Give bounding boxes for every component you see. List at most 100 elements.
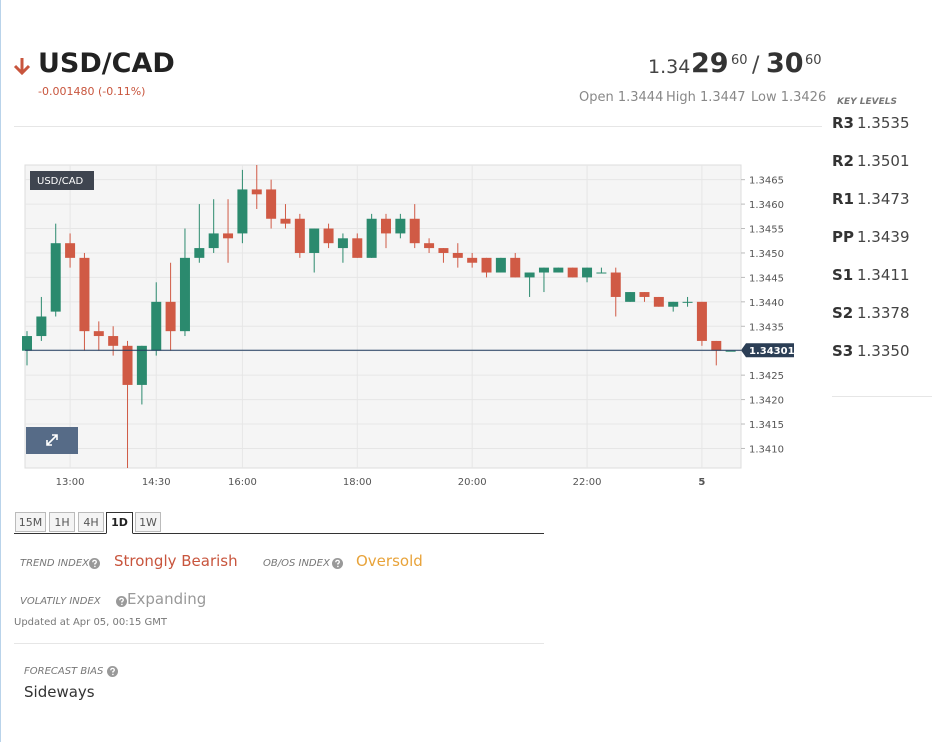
- candle-body: [495, 257, 506, 273]
- key-level-value: 1.3501: [857, 152, 910, 170]
- candle-body: [93, 331, 104, 337]
- divider: [14, 126, 822, 127]
- volatility-label: VOLATILY INDEX: [20, 596, 101, 607]
- y-tick-label: 1.3455: [749, 225, 784, 236]
- key-level-label: R1: [832, 190, 854, 208]
- y-tick-label: 1.3450: [749, 249, 784, 260]
- candle-body: [452, 252, 463, 258]
- timeframe-tab[interactable]: 1D: [106, 512, 133, 534]
- candle-body: [438, 248, 449, 253]
- candle-body: [309, 228, 320, 253]
- candle-body: [668, 301, 679, 307]
- candle-body: [653, 296, 664, 307]
- key-level-label: S1: [832, 266, 854, 284]
- key-level-label: R2: [832, 152, 854, 170]
- candle-body: [510, 257, 521, 278]
- expand-button[interactable]: [26, 427, 78, 454]
- key-level-value: 1.3411: [857, 266, 910, 284]
- candle-body: [409, 218, 420, 244]
- trend-value: Strongly Bearish: [114, 552, 238, 570]
- key-level-label: S3: [832, 342, 854, 360]
- candle-body: [596, 272, 607, 274]
- candle-body: [280, 218, 291, 224]
- plot-area: [24, 164, 742, 469]
- updated: Updated at Apr 05, 00:15 GMT: [14, 617, 168, 628]
- bid-pips: 29: [691, 48, 729, 79]
- separator: /: [752, 53, 760, 78]
- key-level-value: 1.3378: [857, 304, 910, 322]
- candle-body: [251, 189, 262, 195]
- y-tick-label: 1.3415: [749, 420, 784, 431]
- down-arrow-icon: [13, 58, 31, 76]
- expand-icon: [46, 434, 58, 446]
- key-level-label: R3: [832, 114, 854, 132]
- candle-body: [122, 345, 133, 385]
- candle-body: [208, 233, 219, 249]
- obos-label: OB/OS INDEX: [263, 558, 330, 569]
- candle-body: [50, 243, 61, 312]
- last-price-label: 1.34301: [749, 346, 795, 357]
- key-level-label: PP: [832, 228, 854, 246]
- help-icon[interactable]: [107, 666, 118, 677]
- y-tick-label: 1.3425: [749, 371, 784, 382]
- forecast-value: Sideways: [24, 683, 95, 701]
- x-tick-label: 16:00: [228, 477, 257, 488]
- candle-body: [725, 350, 736, 352]
- change: -0.001480 (-0.11%): [38, 85, 146, 98]
- candle-body: [381, 218, 391, 234]
- left-border: [0, 0, 1, 742]
- candle-body: [366, 218, 377, 258]
- y-tick-label: 1.3465: [749, 176, 784, 187]
- candle-body: [223, 233, 234, 239]
- open: Open 1.3444: [579, 90, 664, 105]
- x-tick-label: 18:00: [343, 477, 372, 488]
- help-icon[interactable]: [332, 558, 343, 569]
- candle-body: [237, 189, 248, 234]
- candle-body: [266, 189, 277, 219]
- candle-body: [108, 336, 119, 346]
- candle-body: [467, 257, 478, 263]
- timeframe-tab[interactable]: 1W: [135, 512, 161, 532]
- candle-body: [625, 292, 636, 302]
- candle-body: [79, 257, 90, 332]
- y-tick-label: 1.3440: [749, 298, 784, 309]
- candle-body: [22, 336, 32, 351]
- help-icon[interactable]: [116, 596, 127, 607]
- timeframe-tab[interactable]: 4H: [78, 512, 104, 532]
- candle-body: [165, 301, 176, 332]
- high: High 1.3447: [666, 90, 746, 105]
- chart: 1.34101.34151.34201.34251.34301.34351.34…: [22, 164, 795, 488]
- x-tick-label: 13:00: [56, 477, 85, 488]
- candle-body: [194, 248, 205, 258]
- key-levels-title: KEY LEVELS: [837, 97, 897, 107]
- timeframe-tab[interactable]: 1H: [49, 512, 75, 532]
- candle-body: [553, 267, 564, 273]
- candle-body: [424, 243, 435, 249]
- key-level-value: 1.3535: [857, 114, 910, 132]
- y-tick-label: 1.3410: [749, 444, 784, 455]
- last-price-box: [741, 343, 794, 358]
- bid-frac: 60: [731, 53, 748, 68]
- trend-label: TREND INDEX: [20, 558, 90, 569]
- timeframe-tab[interactable]: 15M: [15, 512, 46, 532]
- divider: [832, 396, 932, 397]
- chart-title-box: [30, 171, 94, 190]
- candle-body: [65, 243, 76, 258]
- candle-body: [395, 218, 406, 234]
- ask-pips: 30: [766, 48, 804, 79]
- help-icon[interactable]: [89, 558, 100, 569]
- candle-body: [610, 272, 621, 297]
- candle-body: [294, 218, 305, 253]
- y-tick-label: 1.3445: [749, 273, 784, 284]
- x-tick-label: 14:30: [142, 477, 171, 488]
- volatility-value: Expanding: [127, 590, 207, 608]
- x-tick-label: 5: [698, 477, 705, 488]
- ask-frac: 60: [805, 53, 822, 68]
- candle-body: [337, 238, 348, 249]
- key-level-value: 1.3439: [857, 228, 910, 246]
- bid-big: 1.34: [648, 56, 691, 78]
- candle-body: [323, 228, 334, 244]
- candle-body: [538, 267, 549, 273]
- divider: [14, 643, 544, 644]
- key-level-value: 1.3350: [857, 342, 910, 360]
